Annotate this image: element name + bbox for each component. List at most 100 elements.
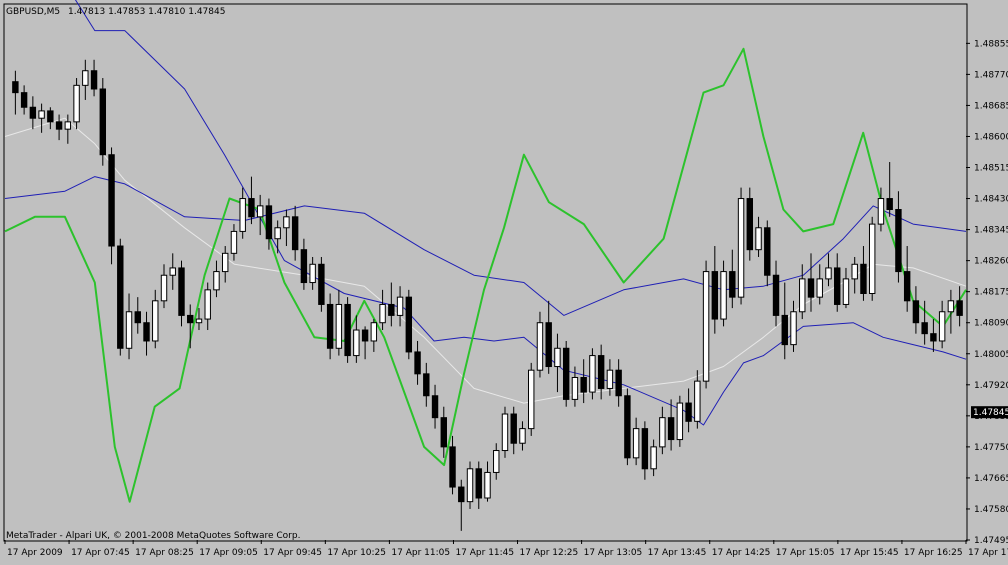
bearish-candle-body <box>187 314 194 324</box>
bearish-candle-body <box>440 417 447 448</box>
candle <box>589 348 596 400</box>
y-tick-label: 1.48515 <box>974 164 1008 174</box>
bearish-candle-body <box>510 413 517 444</box>
bullish-candle-body <box>73 84 80 123</box>
bullish-candle-body <box>868 223 876 294</box>
bullish-candle-body <box>659 417 666 448</box>
candle <box>484 461 491 502</box>
candle <box>868 216 876 301</box>
candle <box>134 297 141 334</box>
candle <box>536 311 544 378</box>
x-tick-label: 17 Apr 09:45 <box>263 548 322 558</box>
candle <box>117 238 124 356</box>
candle <box>440 406 447 458</box>
bullish-candle-body <box>484 471 491 499</box>
green-indicator-line <box>4 47 967 503</box>
bearish-candle-body <box>475 468 482 499</box>
bullish-candle-body <box>755 227 762 251</box>
upper-band-line <box>74 0 967 426</box>
candle <box>423 362 430 407</box>
candle <box>528 362 535 436</box>
candle <box>519 421 526 451</box>
candle <box>685 388 692 433</box>
x-tick-label: 17 Apr 11:45 <box>455 548 514 558</box>
bearish-candle-body <box>449 446 456 488</box>
candle <box>764 220 771 287</box>
candle <box>842 267 850 309</box>
candle <box>641 421 649 480</box>
candle <box>370 319 378 352</box>
bearish-candle-body <box>12 81 19 94</box>
candle <box>903 246 911 312</box>
bullish-candle-body <box>851 263 858 280</box>
lower-band-line <box>4 176 967 316</box>
bearish-candle-body <box>388 303 395 316</box>
y-tick-label: 1.47665 <box>974 474 1008 484</box>
candle <box>458 479 465 531</box>
bearish-candle-body <box>580 376 587 393</box>
current-price-label: 1.47845 <box>973 408 1008 418</box>
candle <box>877 187 885 232</box>
bearish-candle-body <box>134 311 141 324</box>
green-indicator <box>4 47 967 503</box>
x-tick-label: 17 Apr 11:05 <box>391 548 450 558</box>
x-tick-label: 17 Apr 10:25 <box>327 548 386 558</box>
bearish-candle-body <box>597 355 605 389</box>
y-tick-label: 1.48855 <box>974 39 1008 49</box>
bullish-candle-body <box>877 198 885 225</box>
candle <box>108 147 115 265</box>
bearish-candle-body <box>711 271 719 320</box>
bullish-candle-body <box>650 446 657 470</box>
candle <box>825 253 832 287</box>
bearish-candle-body <box>248 198 255 218</box>
bearish-candle-body <box>178 267 185 316</box>
candle <box>799 264 806 320</box>
bullish-candle-body <box>589 355 596 393</box>
bullish-candle-body <box>64 121 72 130</box>
bullish-candle-body <box>335 303 343 349</box>
bearish-candle-body <box>55 121 63 130</box>
y-tick-label: 1.47580 <box>974 505 1008 515</box>
candle <box>624 388 631 466</box>
candle <box>466 461 474 509</box>
bullish-candle-body <box>160 274 168 302</box>
bearish-candle-body <box>326 303 334 349</box>
bullish-candle-body <box>274 227 281 240</box>
candle <box>55 114 63 141</box>
bullish-candle-body <box>501 413 509 452</box>
bearish-candle-body <box>764 227 771 276</box>
candle <box>239 187 246 239</box>
candle <box>947 289 955 334</box>
middle-band-line <box>4 117 967 404</box>
candle <box>772 260 780 327</box>
y-tick-label: 1.48260 <box>974 257 1008 267</box>
bullish-candle-body <box>842 278 850 305</box>
bullish-candle-body <box>38 110 45 119</box>
candle <box>20 85 28 115</box>
candle <box>921 300 928 345</box>
y-tick-label: 1.48430 <box>974 195 1008 205</box>
bullish-candle-body <box>396 296 404 316</box>
candle <box>221 246 229 283</box>
bearish-candle-body <box>921 322 928 335</box>
x-tick-label: 17 Apr 07:45 <box>71 548 130 558</box>
bearish-candle-body <box>685 402 692 422</box>
bullish-candle-body <box>239 198 246 232</box>
candle <box>571 366 579 407</box>
bullish-candle-body <box>606 369 614 389</box>
candle <box>283 209 290 247</box>
bearish-candle-body <box>20 92 28 108</box>
candle <box>667 399 675 451</box>
bearish-candle-body <box>29 106 37 119</box>
candle <box>396 286 404 327</box>
candle <box>152 289 159 349</box>
candle <box>711 246 719 334</box>
candle <box>300 238 308 290</box>
candle <box>274 220 281 254</box>
bullish-candle-body <box>554 347 561 368</box>
bearish-candle-body <box>772 274 780 316</box>
candle <box>702 260 710 389</box>
candle <box>431 384 439 429</box>
candle <box>860 246 867 301</box>
candle <box>493 443 500 480</box>
